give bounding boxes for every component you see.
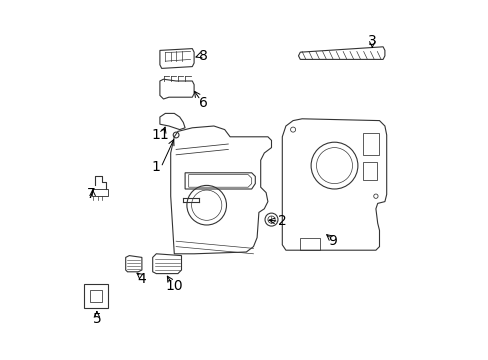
Bar [89,290,102,302]
Text: 8: 8 [198,49,207,63]
Text: 2: 2 [277,215,286,228]
Text: 4: 4 [137,272,146,286]
Text: 6: 6 [198,96,207,109]
Bar [362,133,378,155]
Bar [84,284,107,308]
Text: 3: 3 [367,35,376,48]
Bar [300,238,320,250]
Text: 7: 7 [87,188,96,201]
Bar [362,162,376,180]
Bar [91,189,107,196]
Text: 9: 9 [327,234,336,248]
Text: 11: 11 [151,128,168,142]
Text: 10: 10 [165,279,183,293]
Text: 1: 1 [152,161,161,174]
Text: 5: 5 [92,312,101,325]
